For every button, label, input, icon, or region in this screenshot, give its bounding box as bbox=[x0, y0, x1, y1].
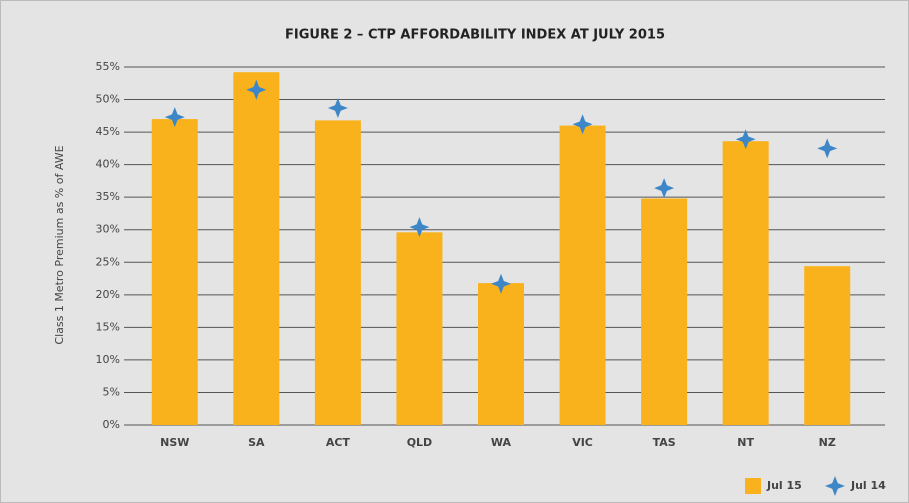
y-tick-label: 40% bbox=[96, 158, 120, 171]
bar bbox=[559, 125, 606, 425]
legend-swatch bbox=[745, 478, 761, 494]
bar bbox=[396, 232, 443, 425]
bar bbox=[314, 120, 361, 425]
x-tick-label: NT bbox=[737, 436, 754, 449]
star-marker bbox=[246, 79, 267, 100]
x-tick-label: VIC bbox=[572, 436, 593, 449]
y-tick-label: 50% bbox=[96, 93, 120, 106]
star-marker bbox=[735, 129, 756, 150]
legend-label: Jul 14 bbox=[850, 479, 886, 492]
legend-label: Jul 15 bbox=[766, 479, 802, 492]
x-tick-label: NSW bbox=[160, 436, 189, 449]
star-marker bbox=[409, 217, 430, 238]
y-tick-label: 45% bbox=[96, 125, 120, 138]
y-tick-label: 35% bbox=[96, 190, 120, 203]
y-tick-label: 55% bbox=[96, 60, 120, 73]
y-tick-label: 30% bbox=[96, 223, 120, 236]
star-marker bbox=[491, 273, 511, 294]
bar bbox=[151, 119, 198, 425]
x-tick-label: QLD bbox=[407, 436, 433, 449]
x-tick-label: SA bbox=[248, 436, 265, 449]
bar bbox=[804, 266, 851, 425]
bar bbox=[722, 141, 769, 425]
star-marker bbox=[817, 138, 838, 159]
y-tick-label: 20% bbox=[96, 288, 120, 301]
bar bbox=[478, 283, 524, 425]
y-tick-label: 15% bbox=[96, 320, 120, 333]
bar bbox=[233, 72, 280, 425]
y-tick-label: 0% bbox=[103, 418, 120, 431]
x-tick-label: WA bbox=[491, 436, 512, 449]
x-tick-label: ACT bbox=[326, 436, 351, 449]
star-marker bbox=[654, 178, 675, 199]
x-tick-label: NZ bbox=[819, 436, 836, 449]
y-axis-label: Class 1 Metro Premium as % of AWE bbox=[53, 145, 66, 344]
x-tick-label: TAS bbox=[653, 436, 676, 449]
chart-title: FIGURE 2 – CTP AFFORDABILITY INDEX AT JU… bbox=[285, 28, 665, 43]
y-tick-label: 5% bbox=[103, 385, 120, 398]
bar bbox=[641, 198, 688, 425]
star-marker bbox=[327, 98, 348, 119]
y-tick-label: 10% bbox=[96, 353, 120, 366]
y-tick-label: 25% bbox=[96, 255, 120, 268]
legend-swatch bbox=[825, 476, 845, 496]
star-marker bbox=[572, 114, 593, 135]
star-marker bbox=[164, 107, 185, 128]
